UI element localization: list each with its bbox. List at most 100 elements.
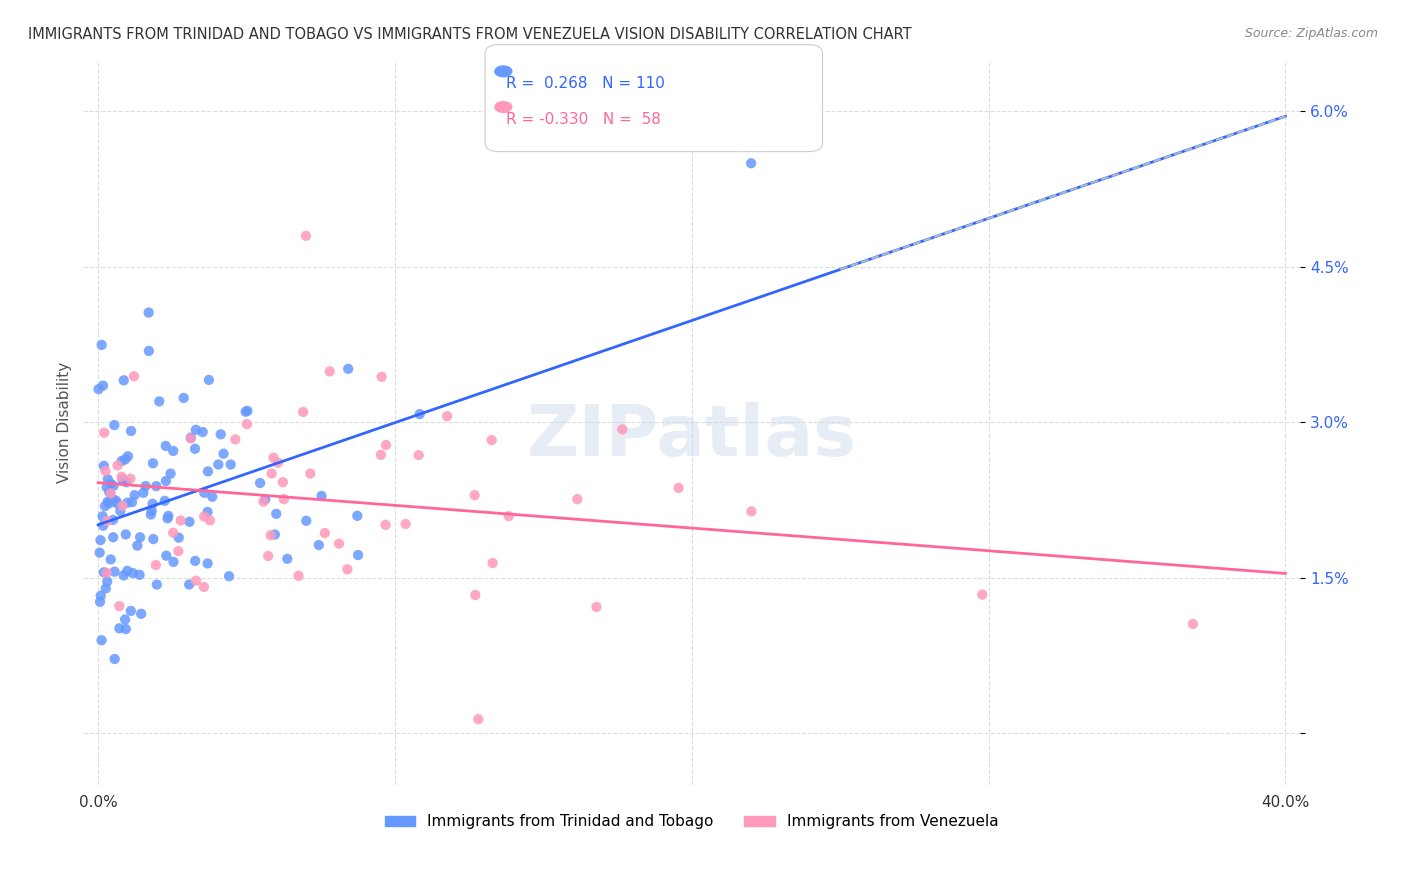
Immigrants from Trinidad and Tobago (184, 442, 207, 456)
Immigrants from Venezuela (162, 525, 184, 540)
Immigrants from Venezuela (122, 369, 145, 384)
Immigrants from Venezuela (96, 566, 118, 580)
Immigrants from Trinidad and Tobago (191, 425, 214, 439)
Immigrants from Trinidad and Tobago (97, 495, 120, 509)
Immigrants from Trinidad and Tobago (90, 589, 112, 603)
Immigrants from Venezuela (107, 458, 129, 473)
Immigrants from Trinidad and Tobago (145, 479, 167, 493)
Immigrants from Trinidad and Tobago (347, 548, 370, 562)
Immigrants from Trinidad and Tobago (254, 492, 277, 507)
Immigrants from Venezuela (193, 580, 215, 594)
Immigrants from Trinidad and Tobago (103, 565, 125, 579)
Immigrants from Venezuela (375, 438, 398, 452)
Immigrants from Trinidad and Tobago (235, 405, 257, 419)
Immigrants from Venezuela (111, 499, 134, 513)
Immigrants from Trinidad and Tobago (91, 518, 114, 533)
Immigrants from Venezuela (263, 450, 285, 465)
Immigrants from Trinidad and Tobago (115, 622, 138, 636)
Immigrants from Venezuela (94, 464, 117, 478)
Immigrants from Venezuela (257, 549, 280, 563)
Immigrants from Trinidad and Tobago (179, 577, 201, 591)
Immigrants from Venezuela (224, 433, 246, 447)
Immigrants from Venezuela (120, 472, 142, 486)
Immigrants from Trinidad and Tobago (90, 338, 112, 352)
Immigrants from Trinidad and Tobago (124, 488, 146, 502)
Immigrants from Trinidad and Tobago (201, 490, 224, 504)
Immigrants from Trinidad and Tobago (120, 424, 142, 438)
Immigrants from Trinidad and Tobago (91, 509, 114, 524)
Immigrants from Trinidad and Tobago (114, 612, 136, 626)
Immigrants from Trinidad and Tobago (209, 427, 232, 442)
Immigrants from Venezuela (585, 599, 607, 614)
Immigrants from Trinidad and Tobago (96, 480, 118, 494)
Immigrants from Trinidad and Tobago (89, 546, 111, 560)
Text: R = -0.330   N =  58: R = -0.330 N = 58 (506, 112, 661, 127)
Immigrants from Trinidad and Tobago (129, 530, 152, 544)
Immigrants from Trinidad and Tobago (104, 493, 127, 508)
Immigrants from Trinidad and Tobago (101, 491, 124, 506)
Immigrants from Trinidad and Tobago (120, 604, 142, 618)
Immigrants from Venezuela (314, 526, 336, 541)
Immigrants from Venezuela (370, 448, 392, 462)
Immigrants from Trinidad and Tobago (96, 574, 118, 589)
Immigrants from Trinidad and Tobago (97, 472, 120, 486)
Immigrants from Venezuela (318, 364, 340, 378)
Immigrants from Trinidad and Tobago (100, 476, 122, 491)
Immigrants from Trinidad and Tobago (311, 489, 333, 503)
Immigrants from Venezuela (370, 369, 392, 384)
Immigrants from Venezuela (180, 432, 202, 446)
Immigrants from Trinidad and Tobago (157, 508, 180, 523)
Immigrants from Trinidad and Tobago (114, 452, 136, 467)
Immigrants from Trinidad and Tobago (135, 479, 157, 493)
Immigrants from Trinidad and Tobago (117, 450, 139, 464)
Immigrants from Trinidad and Tobago (138, 343, 160, 358)
Immigrants from Venezuela (259, 528, 281, 542)
Immigrants from Trinidad and Tobago (128, 567, 150, 582)
Immigrants from Venezuela (740, 504, 762, 518)
Immigrants from Venezuela (108, 599, 131, 613)
Immigrants from Trinidad and Tobago (146, 577, 169, 591)
Immigrants from Trinidad and Tobago (155, 439, 177, 453)
Immigrants from Trinidad and Tobago (197, 464, 219, 478)
Immigrants from Venezuela (169, 513, 191, 527)
Immigrants from Trinidad and Tobago (184, 554, 207, 568)
Immigrants from Trinidad and Tobago (173, 391, 195, 405)
Immigrants from Venezuela (972, 588, 994, 602)
Immigrants from Trinidad and Tobago (159, 467, 181, 481)
Legend: Immigrants from Trinidad and Tobago, Immigrants from Venezuela: Immigrants from Trinidad and Tobago, Imm… (378, 808, 1005, 836)
Immigrants from Venezuela (328, 536, 350, 550)
Immigrants from Venezuela (481, 433, 503, 447)
Immigrants from Venezuela (236, 417, 259, 431)
Immigrants from Trinidad and Tobago (112, 373, 135, 387)
Immigrants from Trinidad and Tobago (111, 454, 134, 468)
Immigrants from Trinidad and Tobago (111, 473, 134, 487)
Immigrants from Venezuela (167, 544, 190, 558)
Immigrants from Trinidad and Tobago (100, 552, 122, 566)
Immigrants from Venezuela (273, 492, 295, 507)
Immigrants from Trinidad and Tobago (103, 418, 125, 433)
Immigrants from Trinidad and Tobago (117, 564, 139, 578)
Immigrants from Trinidad and Tobago (141, 504, 163, 518)
Immigrants from Trinidad and Tobago (218, 569, 240, 583)
Immigrants from Trinidad and Tobago (142, 497, 165, 511)
Immigrants from Trinidad and Tobago (93, 566, 115, 580)
Immigrants from Venezuela (198, 513, 221, 527)
Immigrants from Trinidad and Tobago (236, 404, 259, 418)
Immigrants from Trinidad and Tobago (138, 305, 160, 319)
Immigrants from Trinidad and Tobago (89, 533, 111, 548)
Immigrants from Trinidad and Tobago (127, 539, 149, 553)
Immigrants from Trinidad and Tobago (156, 511, 179, 525)
Immigrants from Trinidad and Tobago (167, 531, 190, 545)
Immigrants from Trinidad and Tobago (193, 485, 215, 500)
Immigrants from Venezuela (336, 562, 359, 576)
Immigrants from Trinidad and Tobago (740, 156, 762, 170)
Immigrants from Venezuela (481, 556, 503, 570)
Immigrants from Trinidad and Tobago (308, 538, 330, 552)
Immigrants from Trinidad and Tobago (207, 458, 229, 472)
Immigrants from Trinidad and Tobago (107, 496, 129, 510)
Immigrants from Venezuela (267, 456, 290, 470)
Immigrants from Trinidad and Tobago (197, 505, 219, 519)
Immigrants from Trinidad and Tobago (122, 566, 145, 581)
Immigrants from Trinidad and Tobago (179, 515, 201, 529)
Immigrants from Trinidad and Tobago (98, 485, 121, 500)
